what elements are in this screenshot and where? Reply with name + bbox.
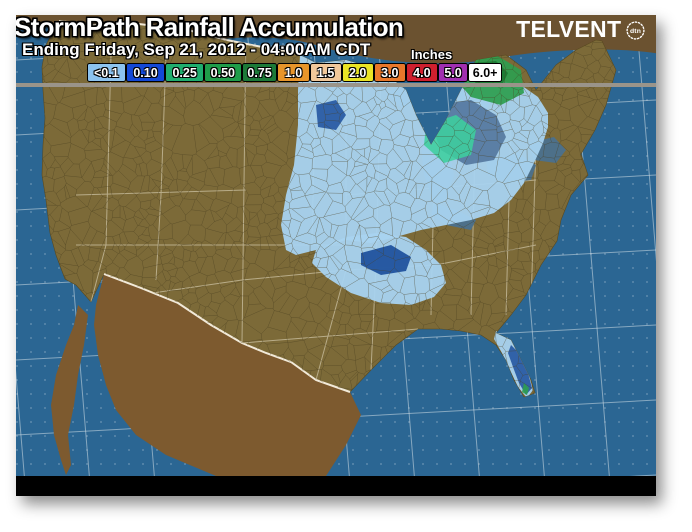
svg-text:dtn: dtn: [630, 28, 641, 35]
